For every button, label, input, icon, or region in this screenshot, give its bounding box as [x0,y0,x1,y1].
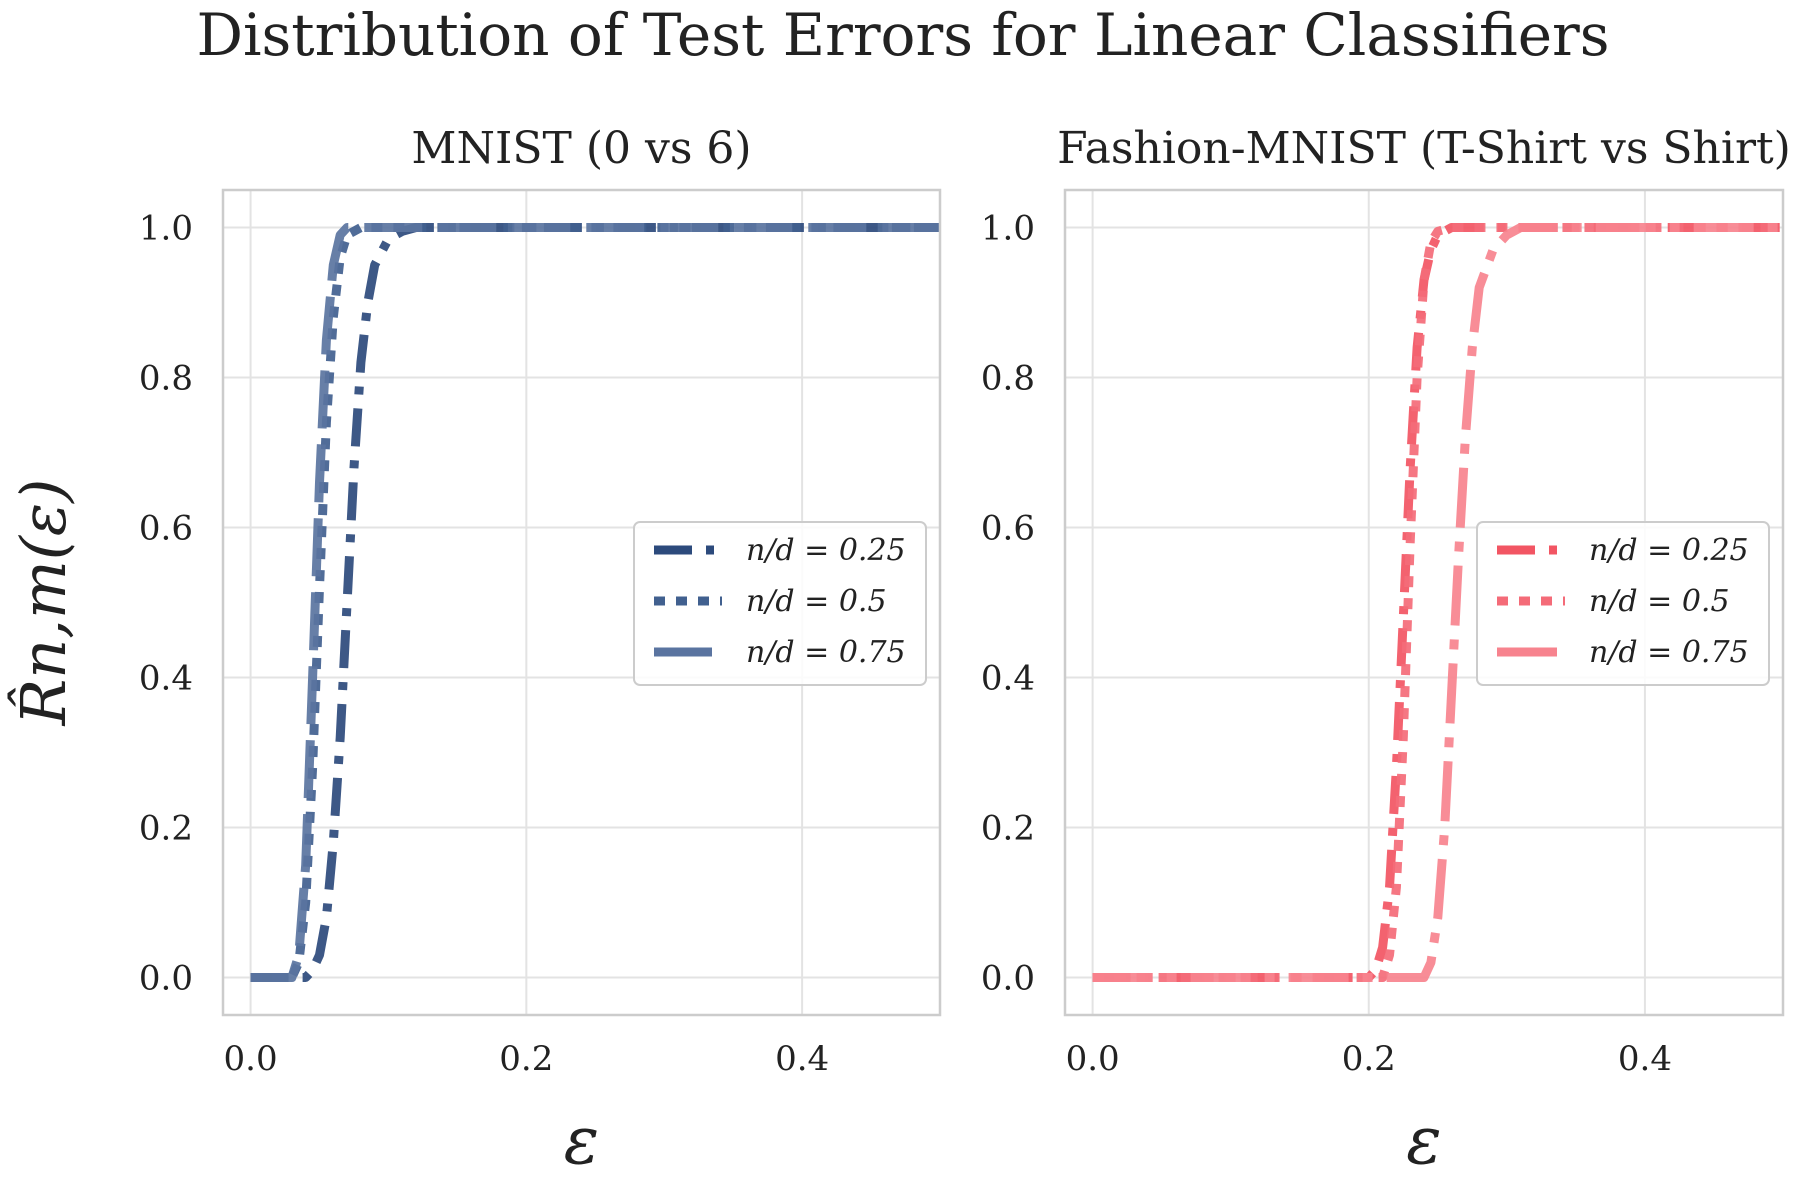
panel-title: MNIST (0 vs 6) [411,123,751,174]
y-tick-label: 0.0 [139,959,193,999]
y-tick-label: 0.8 [139,359,193,399]
legend-label: n/d = 0.25 [1589,533,1749,568]
series-line-3 [1092,223,1783,982]
legend-label: n/d = 0.75 [1589,635,1749,670]
x-tick-label: 0.4 [1618,1039,1672,1079]
series-line-3 [250,223,940,982]
legend-label: n/d = 0.25 [746,533,906,568]
chart-panel-mnist: 0.0 0.2 0.4 0.0 0.2 0.4 0.6 0.8 1.0 MNIST (0 vs 6… [7,123,942,1179]
y-tick-label: 0.4 [139,659,193,699]
legend-label: n/d = 0.5 [746,584,887,619]
y-tick-label: 0.8 [981,359,1035,399]
series-group [1092,223,1783,982]
x-tick-label: 0.2 [1342,1039,1396,1079]
y-tick-label: 0.6 [139,509,193,549]
series-group [250,223,940,982]
y-tick-label: 0.6 [981,509,1035,549]
y-tick-label: 0.0 [981,959,1035,999]
series-line-1 [1092,223,1783,982]
axes-frame [1063,188,1785,1017]
x-tick-label: 0.4 [775,1039,829,1079]
legend-box [1476,521,1770,686]
legend-box [633,521,927,686]
y-tick-label: 1.0 [139,209,193,249]
x-tick-label: 0.0 [1066,1039,1120,1079]
x-axis-label: ε [1406,1102,1441,1179]
axes-frame [221,188,942,1017]
figure-suptitle: Distribution of Test Errors for Linear C… [196,1,1609,69]
x-axis-label: ε [564,1102,599,1179]
y-tick-label: 0.2 [981,809,1035,849]
y-tick-label: 0.2 [139,809,193,849]
legend: n/d = 0.25 n/d = 0.5 n/d = 0.75 [1476,521,1770,686]
legend-label: n/d = 0.5 [1589,584,1730,619]
legend-label: n/d = 0.75 [746,635,906,670]
y-axis-label: R̂n,m(ε) [7,479,80,727]
series-line-2 [250,223,940,982]
series-line-1 [250,223,940,982]
chart-panel-fashion-mnist: 0.0 0.2 0.4 0.0 0.2 0.4 0.6 0.8 1.0 Fashion-MNIST… [981,123,1791,1179]
series-line-2 [1092,223,1783,982]
y-tick-label: 1.0 [981,209,1035,249]
legend: n/d = 0.25 n/d = 0.5 n/d = 0.75 [633,521,927,686]
x-tick-label: 0.2 [499,1039,553,1079]
y-tick-label: 0.4 [981,659,1035,699]
panel-title: Fashion-MNIST (T-Shirt vs Shirt) [1057,123,1791,174]
x-tick-label: 0.0 [224,1039,278,1079]
